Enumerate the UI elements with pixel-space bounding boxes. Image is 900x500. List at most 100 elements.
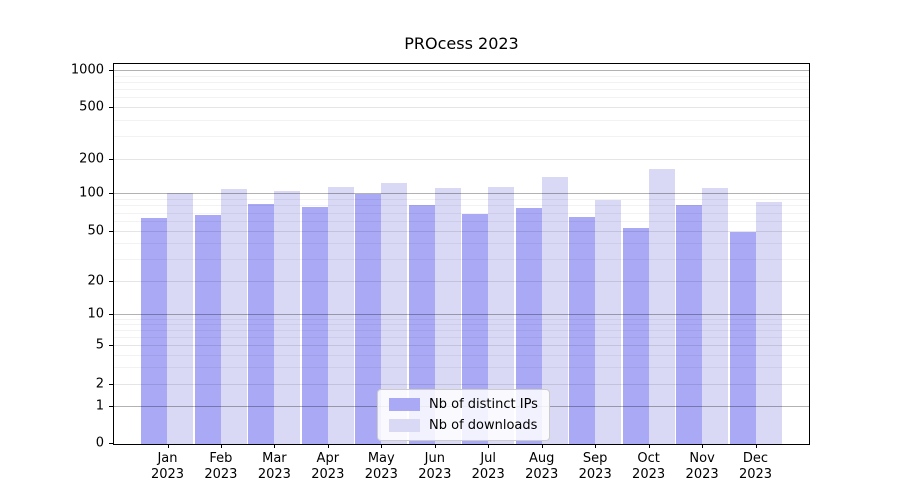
gridline-20 [114, 281, 809, 282]
legend-item-downloads: Nb of downloads [389, 418, 538, 433]
gridline-100 [114, 193, 809, 194]
x-tick-may [381, 444, 383, 448]
x-tick-jul [488, 444, 490, 448]
bar-downloads-nov [702, 188, 729, 444]
gridline-600 [114, 97, 809, 99]
bar-downloads-sep [595, 199, 622, 444]
gridline-500 [114, 107, 809, 108]
y-tick-50 [109, 231, 113, 232]
gridline-10 [114, 314, 809, 315]
x-tick-jun [434, 444, 436, 448]
x-tick-label-jun: Jun 2023 [418, 451, 452, 482]
bar-distinct-ips-oct [622, 227, 649, 444]
x-tick-jan [167, 444, 169, 448]
y-tick-label-10: 10 [87, 306, 104, 322]
legend-swatch-distinct-ips [389, 398, 420, 411]
bar-downloads-feb [220, 188, 247, 444]
gridline-8 [114, 324, 809, 325]
gridline-300 [114, 136, 809, 137]
y-tick-100 [109, 193, 113, 194]
y-tick-label-0: 0 [95, 435, 104, 451]
gridline-50 [114, 231, 809, 232]
gridline-30 [114, 258, 809, 260]
x-tick-mar [274, 444, 276, 448]
gridline-70 [114, 212, 809, 214]
gridline-800 [114, 81, 809, 83]
y-tick-label-100: 100 [79, 185, 104, 201]
y-tick-label-200: 200 [79, 151, 104, 167]
x-tick-label-mar: Mar 2023 [257, 451, 291, 482]
y-tick-label-2: 2 [95, 376, 104, 392]
gridline-700 [114, 89, 809, 90]
y-tick-label-20: 20 [87, 273, 104, 289]
x-tick-feb [220, 444, 222, 448]
x-tick-label-may: May 2023 [364, 451, 398, 482]
bar-downloads-jan [167, 193, 194, 444]
bar-distinct-ips-sep [569, 216, 596, 444]
x-tick-label-apr: Apr 2023 [311, 451, 345, 482]
x-tick-label-feb: Feb 2023 [204, 451, 238, 482]
bar-distinct-ips-jan [141, 217, 168, 444]
y-tick-1 [109, 406, 113, 407]
bar-distinct-ips-may [355, 194, 382, 444]
x-tick-sep [595, 444, 597, 448]
gridline-90 [114, 198, 809, 200]
y-tick-1000 [109, 70, 113, 71]
x-tick-label-sep: Sep 2023 [578, 451, 612, 482]
gridline-200 [114, 159, 809, 160]
gridline-900 [114, 75, 809, 77]
x-tick-oct [648, 444, 650, 448]
legend-label-distinct-ips: Nb of distinct IPs [429, 397, 538, 412]
gridline-1000 [114, 70, 809, 71]
bar-downloads-oct [648, 169, 675, 444]
y-tick-0 [109, 443, 113, 444]
y-tick-10 [109, 314, 113, 315]
bar-distinct-ips-feb [194, 215, 221, 444]
x-tick-label-jan: Jan 2023 [150, 451, 185, 482]
x-tick-label-dec: Dec 2023 [738, 451, 773, 482]
gridline-9 [114, 318, 809, 320]
y-tick-label-500: 500 [79, 99, 104, 115]
legend: Nb of distinct IPs Nb of downloads [377, 389, 550, 441]
bar-distinct-ips-nov [676, 204, 703, 444]
gridline-2 [114, 384, 809, 385]
legend-label-downloads: Nb of downloads [429, 418, 538, 433]
gridline-80 [114, 205, 809, 207]
bar-distinct-ips-dec [729, 232, 756, 444]
legend-item-distinct-ips: Nb of distinct IPs [389, 397, 538, 412]
y-tick-5 [109, 345, 113, 346]
gridline-4 [114, 354, 809, 356]
gridline-400 [114, 119, 809, 121]
bar-downloads-dec [755, 202, 782, 444]
x-tick-aug [541, 444, 543, 448]
y-tick-label-1000: 1000 [70, 62, 104, 78]
gridline-3 [114, 366, 809, 368]
legend-swatch-downloads [389, 419, 420, 432]
x-tick-nov [702, 444, 704, 448]
y-tick-20 [109, 281, 113, 282]
chart-title: PROcess 2023 [404, 34, 519, 53]
gridline-40 [114, 243, 809, 245]
y-tick-200 [109, 159, 113, 160]
gridline-7 [114, 330, 809, 331]
y-tick-500 [109, 107, 113, 108]
bar-distinct-ips-mar [248, 203, 275, 444]
y-tick-label-1: 1 [95, 398, 104, 414]
x-tick-label-nov: Nov 2023 [685, 451, 719, 482]
x-tick-label-aug: Aug 2023 [525, 451, 559, 482]
y-tick-label-50: 50 [87, 223, 104, 239]
y-tick-label-5: 5 [95, 337, 104, 353]
gridline-60 [114, 221, 809, 222]
x-tick-label-oct: Oct 2023 [632, 451, 666, 482]
gridline-5 [114, 345, 809, 346]
plot-area [113, 63, 810, 445]
x-tick-apr [327, 444, 329, 448]
x-tick-label-jul: Jul 2023 [471, 451, 505, 482]
x-tick-dec [755, 444, 757, 448]
gridline-6 [114, 336, 809, 338]
y-tick-2 [109, 384, 113, 385]
bar-downloads-mar [274, 191, 301, 444]
bar-distinct-ips-apr [301, 206, 328, 444]
bar-downloads-apr [327, 187, 354, 444]
